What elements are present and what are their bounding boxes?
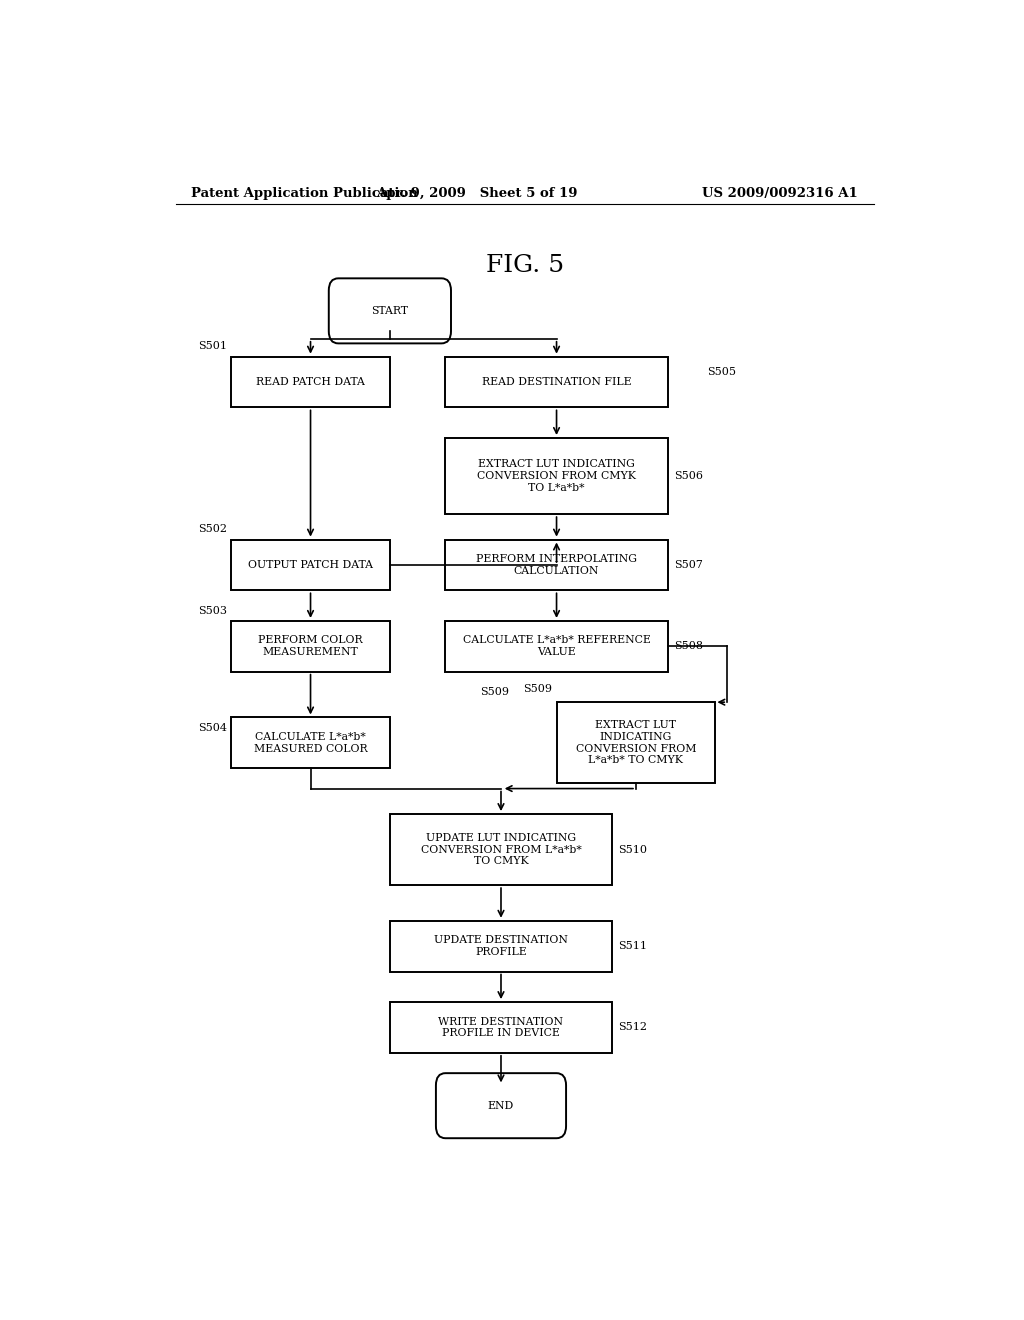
- Text: UPDATE DESTINATION
PROFILE: UPDATE DESTINATION PROFILE: [434, 936, 568, 957]
- Text: S506: S506: [674, 471, 703, 480]
- Text: S509: S509: [480, 686, 509, 697]
- Text: S509: S509: [523, 684, 553, 694]
- Text: Apr. 9, 2009   Sheet 5 of 19: Apr. 9, 2009 Sheet 5 of 19: [377, 187, 578, 201]
- Text: S510: S510: [618, 845, 647, 854]
- Text: UPDATE LUT INDICATING
CONVERSION FROM L*a*b*
TO CMYK: UPDATE LUT INDICATING CONVERSION FROM L*…: [421, 833, 582, 866]
- Bar: [390, 1002, 612, 1053]
- Text: S502: S502: [199, 524, 227, 535]
- Text: S505: S505: [708, 367, 736, 376]
- Text: S508: S508: [674, 642, 703, 651]
- Text: OUTPUT PATCH DATA: OUTPUT PATCH DATA: [248, 560, 373, 570]
- Bar: [557, 702, 716, 784]
- Text: S501: S501: [199, 342, 227, 351]
- Text: US 2009/0092316 A1: US 2009/0092316 A1: [702, 187, 858, 201]
- Bar: [445, 356, 668, 408]
- Text: PERFORM INTERPOLATING
CALCULATION: PERFORM INTERPOLATING CALCULATION: [476, 554, 637, 576]
- Text: CALCULATE L*a*b* REFERENCE
VALUE: CALCULATE L*a*b* REFERENCE VALUE: [463, 635, 650, 657]
- Text: S512: S512: [618, 1023, 647, 1032]
- Bar: [445, 540, 668, 590]
- Text: END: END: [487, 1101, 514, 1110]
- Text: S504: S504: [199, 722, 227, 733]
- Text: READ PATCH DATA: READ PATCH DATA: [256, 378, 365, 387]
- Bar: [231, 620, 390, 672]
- Text: READ DESTINATION FILE: READ DESTINATION FILE: [481, 378, 632, 387]
- Bar: [390, 921, 612, 972]
- Bar: [231, 718, 390, 768]
- Bar: [390, 814, 612, 886]
- Text: S503: S503: [199, 606, 227, 615]
- Text: S511: S511: [618, 941, 647, 952]
- Text: PERFORM COLOR
MEASUREMENT: PERFORM COLOR MEASUREMENT: [258, 635, 362, 657]
- Text: FIG. 5: FIG. 5: [485, 253, 564, 277]
- Bar: [445, 620, 668, 672]
- Bar: [231, 540, 390, 590]
- Bar: [231, 356, 390, 408]
- FancyBboxPatch shape: [436, 1073, 566, 1138]
- Bar: [445, 438, 668, 515]
- Text: S507: S507: [674, 560, 702, 570]
- Text: START: START: [372, 306, 409, 315]
- Text: WRITE DESTINATION
PROFILE IN DEVICE: WRITE DESTINATION PROFILE IN DEVICE: [438, 1016, 563, 1039]
- Text: Patent Application Publication: Patent Application Publication: [191, 187, 418, 201]
- Text: EXTRACT LUT
INDICATING
CONVERSION FROM
L*a*b* TO CMYK: EXTRACT LUT INDICATING CONVERSION FROM L…: [575, 721, 696, 766]
- FancyBboxPatch shape: [329, 279, 451, 343]
- Text: CALCULATE L*a*b*
MEASURED COLOR: CALCULATE L*a*b* MEASURED COLOR: [254, 733, 368, 754]
- Text: EXTRACT LUT INDICATING
CONVERSION FROM CMYK
TO L*a*b*: EXTRACT LUT INDICATING CONVERSION FROM C…: [477, 459, 636, 492]
